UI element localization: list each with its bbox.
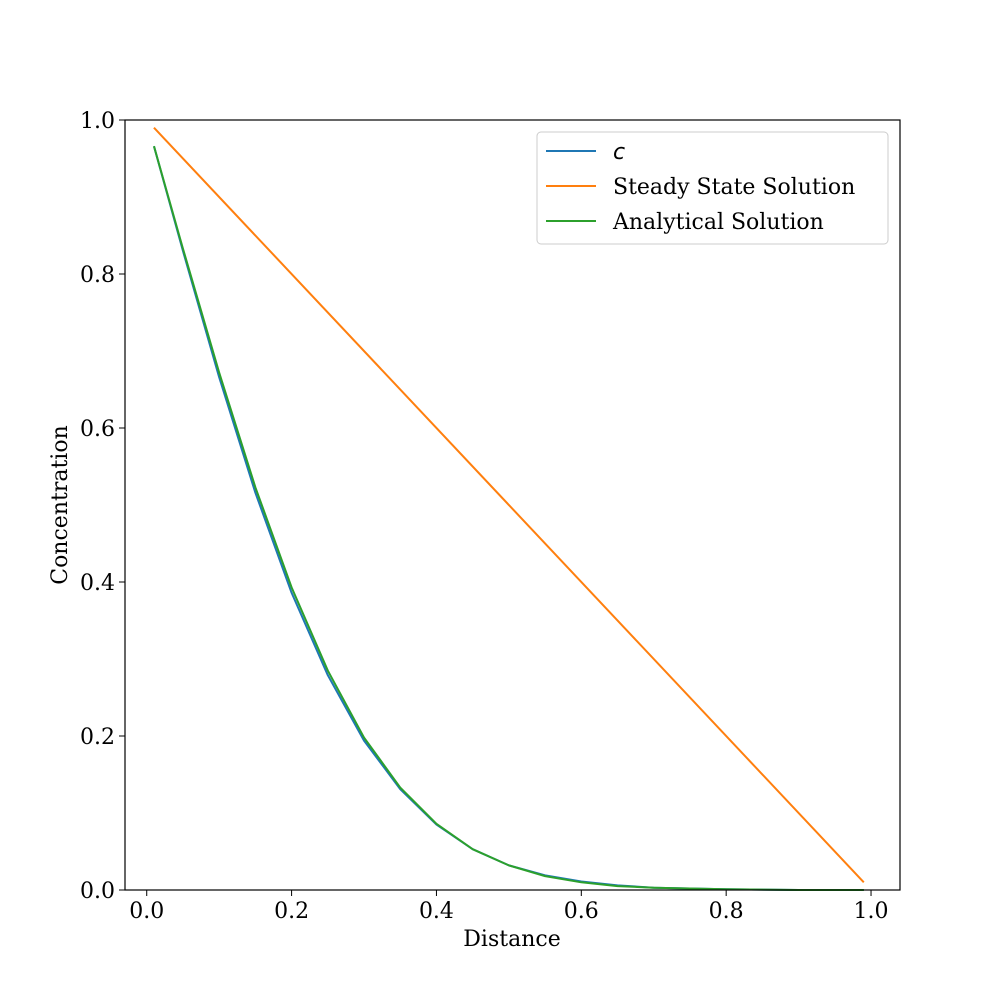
x-tick-label: 0.8 (709, 899, 744, 924)
x-tick-label: 0.4 (419, 899, 454, 924)
x-tick-label: 0.6 (564, 899, 599, 924)
y-tick-label: 1.0 (80, 109, 115, 134)
plot-frame (124, 119, 901, 891)
y-tick-label: 0.8 (80, 263, 115, 288)
x-tick-label: 1.0 (854, 899, 889, 924)
x-axis-label: Distance (463, 927, 560, 952)
y-tick-label: 0.4 (80, 571, 115, 596)
series-line-analytical-solution (153, 145, 864, 891)
x-axis-ticks: 0.0 0.2 0.4 0.6 0.8 1.0 (129, 890, 889, 924)
legend-label-steady-state: Steady State Solution (613, 175, 855, 200)
y-axis-label: Concentration (48, 425, 73, 585)
y-axis-ticks: 0.0 0.2 0.4 0.6 0.8 1.0 (80, 109, 125, 904)
series-line-steady-state-solution (153, 127, 865, 883)
series-layer (153, 127, 865, 891)
legend-label-analytical: Analytical Solution (612, 210, 824, 235)
y-tick-label: 0.6 (80, 417, 115, 442)
legend-label-c: c (613, 140, 625, 165)
legend-box (536, 131, 889, 245)
y-tick-label: 0.0 (80, 879, 115, 904)
x-tick-label: 0.2 (274, 899, 309, 924)
legend: c Steady State Solution Analytical Solut… (536, 131, 889, 245)
y-tick-label: 0.2 (80, 725, 115, 750)
x-tick-label: 0.0 (129, 899, 164, 924)
